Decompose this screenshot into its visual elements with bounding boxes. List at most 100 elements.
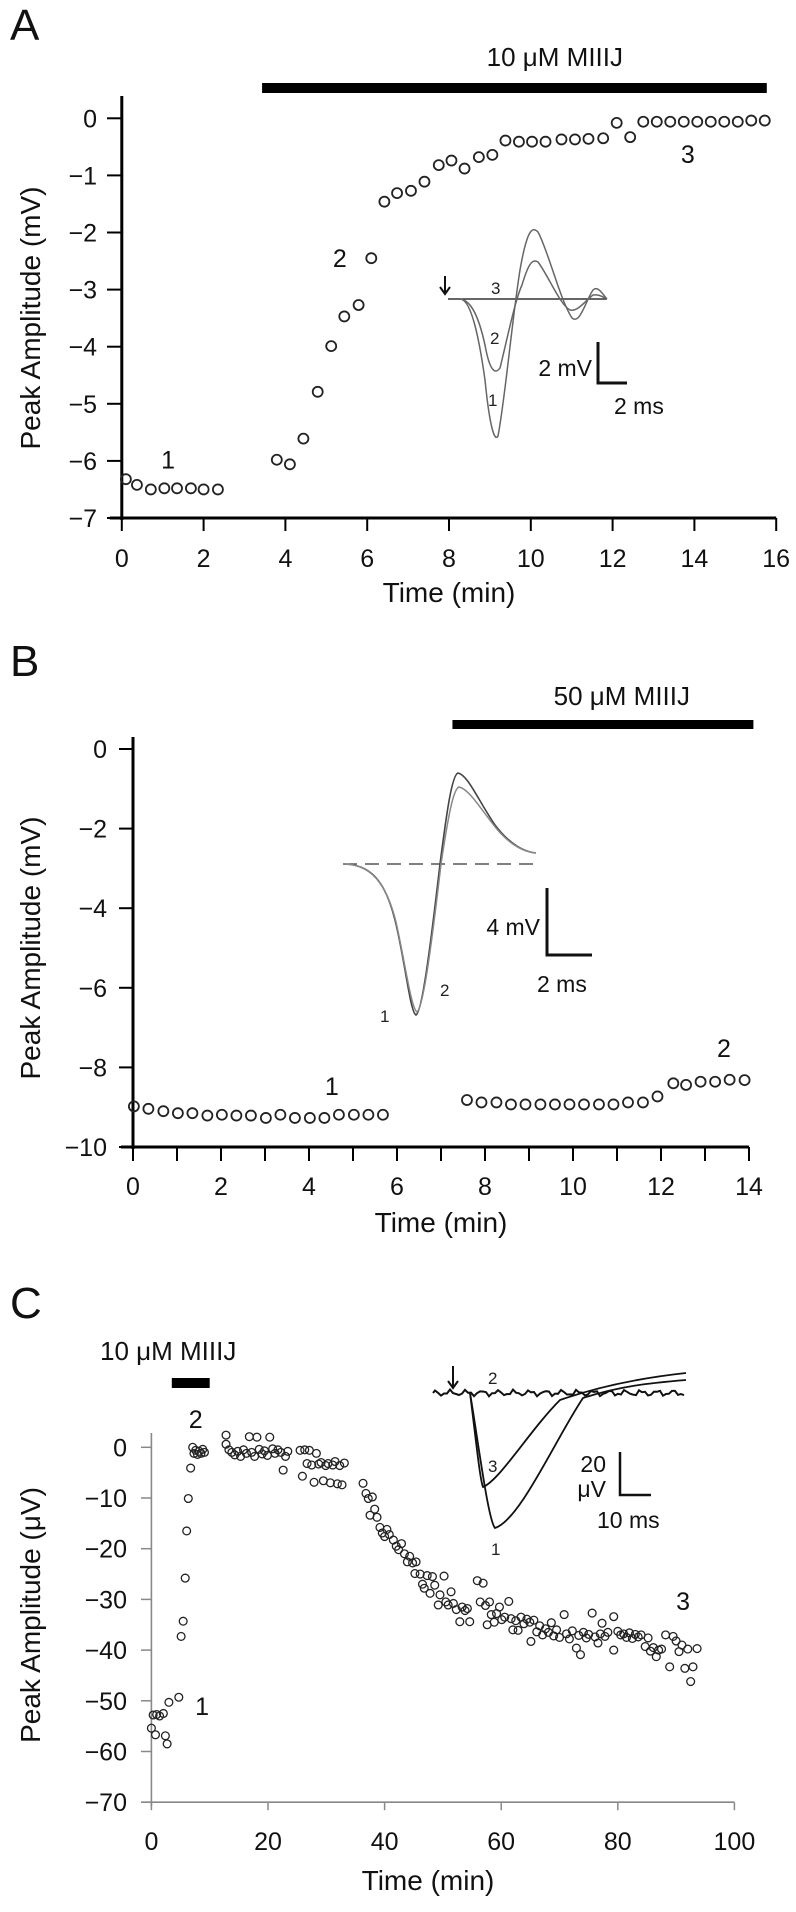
- x-axis-title: Time (min): [383, 577, 516, 608]
- inset-c-trace-1: [469, 1379, 687, 1530]
- y-tick-label: −70: [85, 1789, 127, 1817]
- y-tick-label: −2: [78, 816, 107, 844]
- y-axis-title: Peak Amplitude (mV): [15, 187, 46, 450]
- data-point: [430, 1580, 440, 1590]
- data-point: [370, 1504, 380, 1514]
- data-point: [367, 1492, 377, 1502]
- data-point: [321, 1461, 331, 1471]
- data-point: [462, 1603, 472, 1614]
- data-point: [233, 1446, 243, 1456]
- y-tick-label: 0: [83, 105, 97, 133]
- data-point: [522, 1614, 532, 1624]
- data-point: [265, 1432, 275, 1442]
- data-point: [283, 1446, 293, 1456]
- inset-b-trace-1: [342, 772, 537, 1016]
- data-point: [564, 1634, 574, 1644]
- y-tick-label: −7: [68, 505, 97, 533]
- treatment-bar: [452, 720, 754, 729]
- treatment-bar: [171, 1378, 210, 1388]
- data-point: [182, 1526, 192, 1536]
- data-point: [338, 310, 351, 323]
- data-point: [506, 1614, 516, 1624]
- x-tick-label: 2: [214, 1173, 228, 1201]
- data-point: [624, 131, 637, 144]
- data-point: [241, 1448, 251, 1458]
- data-point: [526, 135, 538, 148]
- data-point: [307, 1460, 317, 1470]
- inset-a-label-1: 1: [488, 391, 497, 410]
- x-tick-label: 16: [762, 545, 790, 573]
- data-point: [484, 1597, 495, 1607]
- data-point: [718, 115, 731, 128]
- x-tick-label: 4: [278, 545, 292, 573]
- data-point: [157, 1105, 170, 1118]
- data-point: [176, 1631, 186, 1641]
- data-point: [280, 1451, 291, 1461]
- data-point: [587, 1608, 597, 1618]
- inset-a-trace-1: [459, 229, 608, 439]
- x-tick-label: 12: [647, 1173, 675, 1201]
- data-point: [347, 1108, 360, 1121]
- x-tick-label: 20: [254, 1828, 282, 1856]
- x-tick-label: 0: [115, 545, 129, 573]
- inset-c-label-2: 2: [488, 1369, 497, 1388]
- data-point: [571, 1643, 581, 1653]
- data-point: [221, 1430, 231, 1440]
- data-point: [665, 1662, 675, 1672]
- data-point: [691, 115, 704, 128]
- inset-a-label-2: 2: [490, 329, 499, 348]
- inset-c-trace-2: [432, 1387, 685, 1398]
- data-point: [171, 482, 183, 495]
- inset-c-scale-bar: [618, 1452, 651, 1497]
- data-point: [278, 1465, 288, 1475]
- data-point: [552, 1625, 562, 1635]
- data-point: [273, 1445, 283, 1455]
- data-point: [443, 1600, 453, 1610]
- data-point: [513, 1625, 523, 1635]
- inset-a-label-3: 3: [491, 279, 500, 298]
- data-point: [578, 1627, 588, 1637]
- data-point: [489, 1617, 499, 1627]
- data-point: [593, 1098, 605, 1111]
- data-point: [597, 132, 610, 145]
- data-point: [472, 1576, 482, 1586]
- data-point: [435, 1590, 445, 1600]
- data-point: [499, 134, 512, 147]
- data-point: [212, 483, 224, 496]
- data-point: [446, 1587, 456, 1597]
- data-point: [651, 1090, 664, 1103]
- data-point: [224, 1445, 234, 1455]
- data-point: [519, 1098, 532, 1111]
- data-point: [569, 133, 581, 146]
- inset-b-scale-time: 2 ms: [537, 971, 587, 997]
- y-tick-label: 0: [113, 1434, 127, 1462]
- inset-b-trace-2: [342, 786, 537, 1013]
- x-tick-label: 14: [735, 1173, 763, 1201]
- data-point: [582, 132, 595, 145]
- data-point: [607, 1098, 620, 1111]
- data-point: [402, 1557, 412, 1567]
- data-point: [455, 1617, 465, 1627]
- data-point: [252, 1432, 262, 1442]
- data-point: [316, 1457, 326, 1468]
- data-point: [419, 1583, 429, 1593]
- y-axis-title: Peak Amplitude (mV): [15, 817, 46, 1080]
- data-point: [475, 1096, 488, 1109]
- data-point: [309, 1477, 319, 1487]
- data-point: [546, 1618, 556, 1628]
- point-annotation: 1: [161, 446, 175, 474]
- data-point: [519, 1619, 529, 1629]
- x-tick-label: 100: [714, 1828, 756, 1856]
- point-annotation: 2: [189, 1406, 203, 1434]
- data-point: [358, 1478, 368, 1488]
- data-point: [337, 1480, 347, 1490]
- data-point: [186, 1463, 196, 1473]
- data-point: [227, 1447, 237, 1457]
- data-point: [575, 1650, 586, 1660]
- data-point: [318, 1112, 331, 1124]
- data-point: [758, 114, 771, 127]
- data-point: [554, 1632, 565, 1642]
- data-point: [410, 1568, 420, 1579]
- data-point: [694, 1075, 707, 1088]
- y-tick-label: −3: [68, 277, 97, 305]
